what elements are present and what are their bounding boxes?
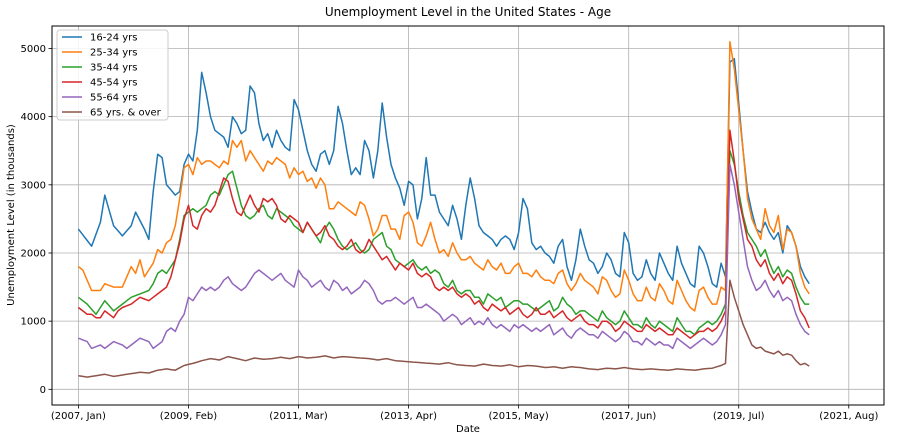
- series-line-2: [77, 40, 810, 312]
- x-axis: (2007, Jan) (2009, Feb) (2011, Mar) (2013, …: [51, 405, 878, 422]
- y-axis: 0 1000 2000 3000 4000 5000: [21, 44, 52, 396]
- legend-box: [56, 29, 169, 121]
- y-tick-label: 5000: [21, 44, 46, 55]
- legend-label: 45-54 yrs: [90, 78, 137, 89]
- x-tick-label: (2007, Jan): [51, 411, 106, 422]
- grid: [52, 26, 884, 405]
- series-line-1: [77, 57, 810, 288]
- series-line-6: [78, 279, 810, 378]
- y-tick-label: 0: [40, 385, 46, 396]
- legend-label: 16-24 yrs: [90, 33, 137, 44]
- series-line-4: [77, 129, 810, 339]
- x-tick-label: (2019, Jul): [713, 411, 765, 422]
- y-tick-label: 3000: [21, 180, 46, 191]
- x-tick-label: (2009, Feb): [160, 411, 217, 422]
- series-line-5: [78, 163, 810, 350]
- plot-frame: [51, 25, 885, 406]
- x-tick-label: (2021, Aug): [819, 411, 878, 422]
- series-layer: [77, 40, 810, 378]
- y-tick-label: 2000: [21, 248, 46, 259]
- y-tick-label: 4000: [21, 112, 46, 123]
- legend-label: 55-64 yrs: [90, 93, 137, 104]
- x-tick-label: (2015, May): [488, 411, 548, 422]
- x-tick-label: (2011, Mar): [269, 411, 328, 422]
- y-tick-label: 1000: [21, 317, 46, 328]
- series-line-3: [77, 149, 810, 336]
- x-tick-label: (2017, Jun): [601, 411, 656, 422]
- legend-label: 35-44 yrs: [90, 63, 137, 74]
- chart-title: Unemployment Level in the United States …: [325, 5, 611, 19]
- legend-label: 25-34 yrs: [90, 48, 137, 59]
- y-axis-label: Unemployment Level (in thousands): [6, 124, 17, 306]
- x-axis-label: Date: [456, 424, 480, 435]
- legend: 16-24 yrs 25-34 yrs 35-44 yrs 45-54 yrs 55-6…: [56, 29, 169, 121]
- legend-label: 65 yrs. & over: [90, 108, 162, 119]
- x-tick-label: (2013, Apr): [380, 411, 437, 422]
